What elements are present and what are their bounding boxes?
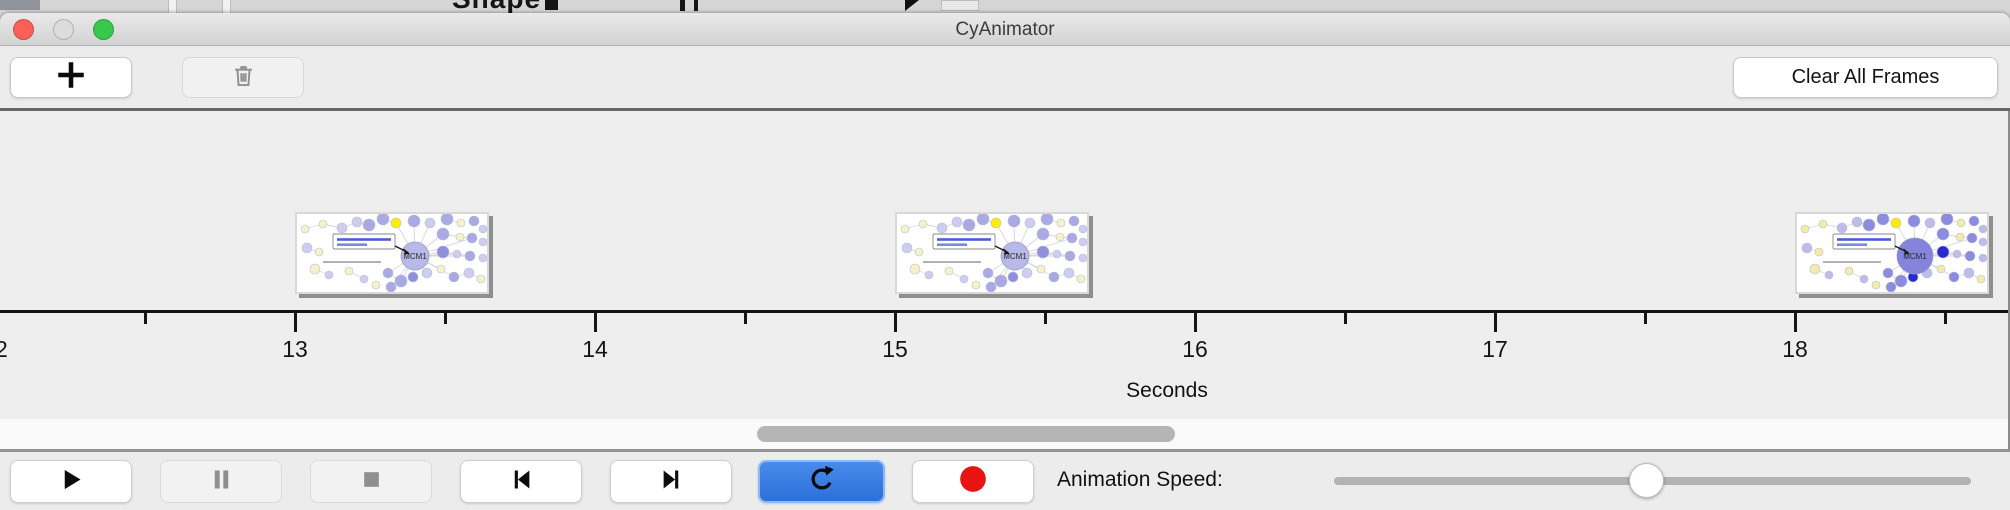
- axis-tick-label: 13: [282, 336, 308, 362]
- zoom-window-button[interactable]: [93, 19, 114, 40]
- pause-icon: [208, 466, 235, 498]
- timeline-panel: MCM1 MCM1 MCM1 12 13 14 15 16 17 18 Seconds: [0, 111, 2010, 449]
- axis-tick-label: 14: [582, 336, 608, 362]
- stop-button[interactable]: [310, 460, 432, 503]
- panel-divider: [0, 108, 2010, 111]
- skip-to-end-button[interactable]: [610, 460, 732, 503]
- axis-major-tick: [894, 313, 897, 332]
- skip-to-end-icon: [658, 466, 685, 498]
- axis-major-tick: [294, 313, 297, 332]
- timeline-scrollbar-track[interactable]: [0, 419, 2008, 449]
- background-separator: [168, 0, 177, 13]
- axis-tick-label: 15: [882, 336, 908, 362]
- skip-to-start-button[interactable]: [460, 460, 582, 503]
- minimize-window-button[interactable]: [53, 19, 74, 40]
- axis-major-tick: [594, 313, 597, 332]
- frame-toolbar: Clear All Frames: [0, 46, 2010, 108]
- background-app-strip: Shape: [0, 0, 2010, 13]
- animation-speed-slider-thumb[interactable]: [1629, 463, 1664, 498]
- timeline-scrollbar-thumb[interactable]: [757, 426, 1175, 442]
- axis-minor-tick: [144, 313, 147, 324]
- axis-minor-tick: [1944, 313, 1947, 324]
- svg-text:MCM1: MCM1: [403, 252, 427, 261]
- play-button[interactable]: [10, 460, 132, 503]
- svg-text:MCM1: MCM1: [1903, 252, 1927, 261]
- add-frame-button[interactable]: [10, 57, 132, 98]
- axis-minor-tick: [1044, 313, 1047, 324]
- axis-minor-tick: [444, 313, 447, 324]
- frame-thumbnail[interactable]: MCM1: [895, 212, 1089, 294]
- playback-controlbar: Animation Speed:: [0, 452, 2010, 508]
- background-fragment: [545, 0, 558, 10]
- pause-button[interactable]: [160, 460, 282, 503]
- background-separator: [222, 0, 231, 13]
- panel-divider: [0, 449, 2010, 452]
- axis-major-tick: [1494, 313, 1497, 332]
- trash-icon: [230, 62, 257, 94]
- background-fragment: [905, 0, 919, 11]
- clear-all-frames-button[interactable]: Clear All Frames: [1733, 57, 1998, 98]
- delete-frame-button[interactable]: [182, 57, 304, 98]
- axis-tick-label: 18: [1782, 336, 1808, 362]
- frame-thumbnail[interactable]: MCM1: [1795, 212, 1989, 294]
- animation-speed-slider-track[interactable]: [1334, 463, 1971, 498]
- background-fragment: [0, 0, 40, 10]
- axis-major-tick: [1194, 313, 1197, 332]
- skip-to-start-icon: [508, 466, 535, 498]
- axis-minor-tick: [744, 313, 747, 324]
- axis-major-tick: [1794, 313, 1797, 332]
- background-fragment: [680, 0, 685, 11]
- animation-speed-label: Animation Speed:: [1057, 468, 1223, 491]
- axis-tick-label: 16: [1182, 336, 1208, 362]
- axis-tick-label: 17: [1482, 336, 1508, 362]
- record-icon: [959, 465, 987, 498]
- loop-icon: [808, 465, 836, 498]
- background-fragment: [941, 0, 979, 11]
- close-window-button[interactable]: [13, 19, 34, 40]
- background-shape-label: Shape: [452, 0, 541, 13]
- cyanimator-window: CyAnimator Clear All Frames MCM1 MCM1 MCM1…: [0, 13, 2010, 510]
- axis-tick-label: 12: [0, 336, 27, 363]
- record-button[interactable]: [912, 460, 1034, 503]
- stop-icon: [358, 466, 385, 498]
- plus-icon: [54, 58, 88, 97]
- axis-unit-label: Seconds: [1126, 379, 1208, 402]
- window-title: CyAnimator: [955, 19, 1055, 40]
- axis-minor-tick: [1644, 313, 1647, 324]
- play-icon: [58, 466, 85, 498]
- frame-thumbnail[interactable]: MCM1: [295, 212, 489, 294]
- clear-all-frames-label: Clear All Frames: [1791, 66, 1940, 88]
- svg-text:MCM1: MCM1: [1003, 252, 1027, 261]
- axis-minor-tick: [1344, 313, 1347, 324]
- timeline-axis: [0, 310, 2008, 313]
- background-fragment: [694, 0, 698, 11]
- loop-button[interactable]: [758, 460, 885, 503]
- title-bar: CyAnimator: [0, 13, 2010, 46]
